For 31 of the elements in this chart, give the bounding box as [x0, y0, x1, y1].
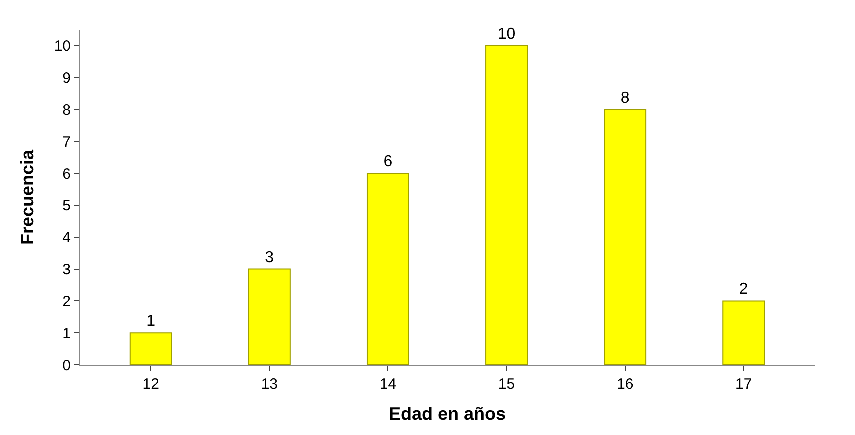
bar — [722, 300, 766, 365]
y-tick-label: 8 — [62, 102, 71, 120]
y-tick-label: 7 — [62, 134, 71, 151]
y-tick-label: 3 — [62, 262, 71, 279]
data-label: 8 — [620, 90, 630, 107]
x-tick-label: 17 — [736, 376, 752, 393]
y-tick-label: 6 — [62, 166, 71, 183]
data-label: 1 — [146, 313, 156, 330]
y-tick-label: 10 — [54, 38, 71, 56]
y-tick-label: 0 — [62, 357, 71, 374]
x-tick-label: 12 — [142, 376, 160, 393]
bar — [248, 268, 291, 365]
x-tick-label: 15 — [498, 376, 516, 393]
data-label: 3 — [265, 249, 274, 266]
y-tick-label: 9 — [62, 70, 71, 88]
x-tick-label: 14 — [380, 376, 397, 393]
y-tick-label: 1 — [62, 325, 71, 342]
data-label: 2 — [739, 281, 748, 298]
data-label: 6 — [384, 154, 393, 171]
y-axis-title: Frecuencia — [18, 148, 38, 246]
x-tick-label: 13 — [261, 376, 278, 393]
y-tick-label: 5 — [62, 198, 71, 215]
x-axis-title: Edad en años — [388, 404, 506, 424]
data-label: 10 — [498, 26, 516, 43]
bar — [130, 332, 172, 365]
bar — [366, 173, 410, 365]
y-tick-label: 2 — [62, 293, 71, 310]
x-tick-label: 16 — [616, 376, 634, 393]
y-tick-label: 4 — [62, 230, 71, 247]
bar — [486, 45, 528, 365]
bar — [604, 109, 647, 365]
